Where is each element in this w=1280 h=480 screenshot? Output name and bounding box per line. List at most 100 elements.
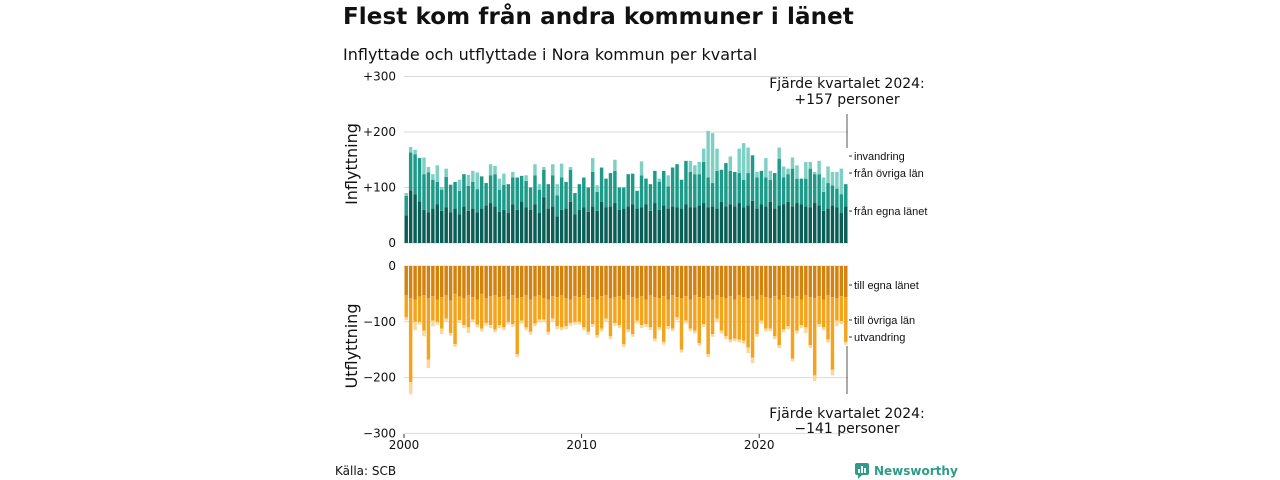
outflow-bar-till-övriga-län [559, 295, 564, 328]
outflow-bar-till-egna-länet [431, 266, 435, 297]
outflow-bar-till-egna-länet [590, 266, 595, 298]
inflow-bar-från-egna-länet [537, 213, 542, 243]
inflow-bar-från-egna-länet [617, 209, 622, 243]
inflow-bar-invandring [786, 168, 790, 175]
outflow-bar-utvandring [484, 322, 488, 326]
inflow-bar-från-övriga-län [697, 174, 701, 206]
outflow-bar-till-egna-länet [608, 266, 613, 299]
outflow-bar-utvandring [626, 329, 630, 333]
outflow-bar-utvandring [408, 382, 413, 395]
inflow-bar-invandring [524, 175, 528, 181]
outflow-bar-till-övriga-län [635, 298, 639, 321]
inflow-bar-från-egna-länet [715, 208, 719, 243]
outflow-bar-till-övriga-län [662, 296, 666, 342]
outflow-bar-till-övriga-län [590, 297, 595, 325]
outflow-bar-till-egna-länet [639, 266, 644, 297]
newsworthy-icon [855, 463, 869, 479]
outflow-bar-till-egna-länet [511, 266, 515, 296]
inflow-bar-från-egna-länet [422, 209, 426, 243]
x-tick-label: 2010 [566, 438, 597, 452]
outflow-bar-till-övriga-län [586, 298, 590, 332]
inflow-bar-från-övriga-län [830, 185, 835, 206]
outflow-bar-utvandring [701, 324, 706, 327]
outflow-bar-till-övriga-län [608, 298, 613, 337]
inflow-bar-invandring [533, 164, 537, 176]
inflow-bar-från-övriga-län [781, 177, 786, 205]
outflow-bar-utvandring [448, 332, 453, 336]
outflow-bar-till-övriga-län [670, 295, 675, 329]
inflow-bar-från-egna-länet [821, 210, 826, 243]
outflow-bar-till-övriga-län [519, 297, 524, 321]
outflow-bar-till-övriga-län [408, 298, 413, 383]
inflow-bar-invandring [595, 185, 599, 192]
outflow-bar-utvandring [737, 339, 741, 343]
outflow-bar-utvandring [524, 327, 528, 331]
inflow-bar-invandring [657, 178, 662, 182]
outflow-bar-utvandring [413, 321, 417, 331]
outflow-bar-utvandring [622, 344, 626, 347]
inflow-bar-från-egna-länet [795, 203, 799, 243]
inflow-bar-från-egna-länet [515, 209, 519, 243]
brand-logo[interactable]: Newsworthy [855, 462, 958, 480]
inflow-bar-från-övriga-län [511, 177, 515, 205]
inflow-bar-invandring [426, 166, 431, 173]
outflow-bar-till-övriga-län [573, 296, 577, 322]
outflow-bar-utvandring [502, 327, 506, 331]
outflow-bar-utvandring [728, 339, 733, 343]
inflow-bar-invandring [701, 148, 706, 162]
outflow-bar-till-egna-länet [764, 266, 768, 298]
outflow-bar-till-övriga-län [657, 298, 662, 328]
outflow-bar-utvandring [786, 326, 790, 330]
outflow-bar-utvandring [799, 325, 804, 328]
outflow-bar-utvandring [741, 340, 746, 344]
inflow-bar-från-övriga-län [773, 173, 777, 209]
inflow-bar-invandring [795, 165, 799, 179]
inflow-bar-från-övriga-län [844, 184, 848, 207]
outflow-bar-utvandring [715, 318, 719, 322]
inflow-bar-från-övriga-län [502, 184, 506, 210]
inflow-bar-från-övriga-län [724, 163, 728, 207]
inflow-bar-invandring [404, 193, 408, 196]
inflow-bar-från-egna-länet [577, 209, 582, 243]
outflow-bar-till-egna-länet [644, 266, 648, 300]
outflow-bar-till-egna-länet [613, 266, 617, 298]
inflow-bar-från-egna-länet [724, 206, 728, 243]
outflow-bar-till-egna-länet [422, 266, 426, 296]
inflow-bar-från-egna-länet [777, 205, 781, 243]
outflow-bar-till-egna-länet [724, 266, 728, 299]
outflow-bar-till-övriga-län [466, 295, 471, 328]
inflow-bar-från-övriga-län [759, 170, 764, 205]
outflow-bar-till-egna-länet [604, 266, 608, 296]
inflow-bar-från-övriga-län [635, 190, 639, 209]
outflow-bar-till-övriga-län [697, 297, 701, 344]
outflow-bar-till-övriga-län [502, 296, 506, 328]
bottom-segment-label: utvandring [854, 332, 905, 344]
inflow-bar-från-övriga-län [426, 172, 431, 213]
inflow-bar-från-egna-länet [448, 212, 453, 243]
inflow-bar-från-övriga-län [484, 183, 488, 206]
inflow-bar-från-egna-länet [626, 206, 630, 243]
outflow-bar-till-egna-länet [444, 266, 448, 296]
inflow-bar-från-övriga-län [457, 190, 462, 215]
outflow-bar-till-egna-länet [653, 266, 657, 298]
outflow-bar-till-övriga-län [808, 297, 812, 346]
outflow-bar-till-övriga-län [666, 299, 670, 327]
inflow-bar-från-egna-länet [444, 207, 448, 243]
inflow-bar-från-egna-länet [528, 209, 533, 243]
inflow-bar-från-egna-länet [755, 208, 759, 243]
inflow-bar-från-egna-länet [488, 203, 493, 243]
outflow-bar-utvandring [835, 320, 839, 327]
inflow-bar-invandring [559, 163, 564, 178]
inflow-bar-invandring [715, 148, 719, 171]
inflow-bar-från-övriga-län [715, 170, 719, 209]
inflow-bar-från-egna-länet [844, 206, 848, 243]
outflow-bar-till-egna-länet [657, 266, 662, 299]
inflow-bar-från-övriga-län [453, 181, 457, 209]
inflow-bar-från-egna-länet [564, 208, 568, 243]
inflow-bar-från-övriga-län [435, 181, 440, 205]
outflow-bar-till-övriga-län [653, 297, 657, 339]
outflow-bar-till-övriga-län [790, 298, 795, 359]
outflow-bar-utvandring [426, 359, 431, 369]
outflow-bar-till-egna-länet [524, 266, 528, 296]
